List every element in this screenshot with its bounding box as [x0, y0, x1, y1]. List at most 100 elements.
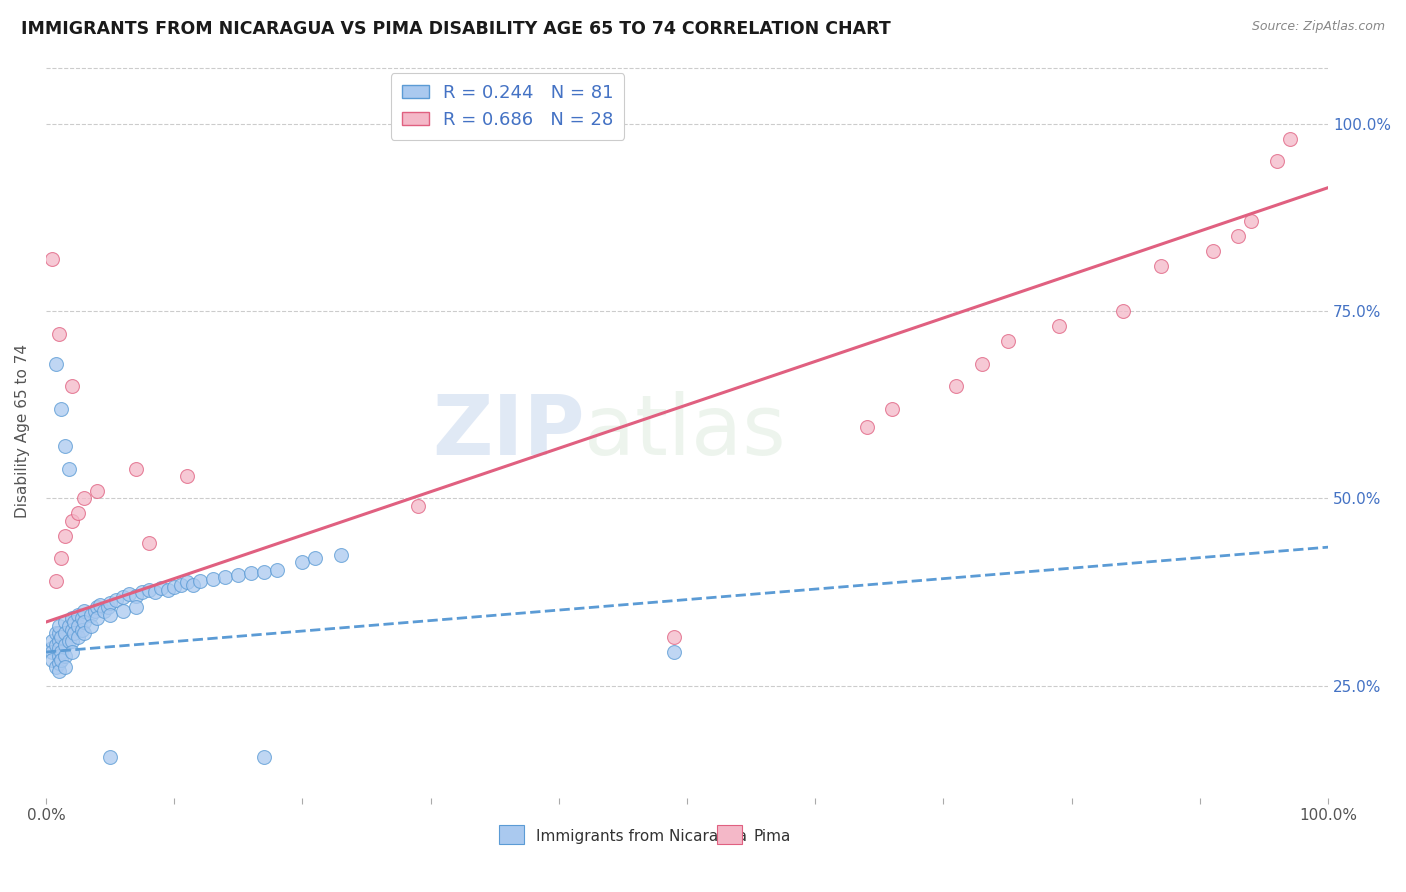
Point [48, 664, 70, 678]
Point [73, 491, 96, 506]
Point [86, 611, 108, 625]
Point [125, 461, 148, 475]
Point [66, 630, 89, 644]
Point [143, 585, 166, 599]
Point [41, 633, 63, 648]
Point [111, 591, 134, 605]
Point [58, 633, 80, 648]
Point [118, 587, 141, 601]
Point [53, 626, 76, 640]
Point [111, 604, 134, 618]
Point [105, 592, 128, 607]
Point [53, 529, 76, 543]
Point [1047, 319, 1070, 334]
Point [45, 660, 67, 674]
Point [125, 589, 148, 603]
Point [60, 611, 83, 625]
Point [51, 652, 73, 666]
Point [63, 626, 86, 640]
Point [664, 630, 686, 644]
Point [58, 461, 80, 475]
Point [60, 514, 83, 528]
Point [1112, 304, 1135, 318]
Point [138, 582, 160, 597]
Point [98, 750, 121, 764]
Point [176, 575, 198, 590]
Point [70, 611, 93, 625]
Point [45, 357, 67, 371]
Point [41, 641, 63, 656]
Point [53, 615, 76, 629]
Point [51, 551, 73, 566]
Point [58, 619, 80, 633]
Point [41, 652, 63, 666]
Point [51, 401, 73, 416]
Point [214, 570, 236, 584]
Text: Immigrants from Nicaragua: Immigrants from Nicaragua [536, 829, 747, 844]
Point [163, 580, 186, 594]
Point [201, 573, 224, 587]
Point [1227, 229, 1250, 244]
Y-axis label: Disability Age 65 to 74: Disability Age 65 to 74 [15, 344, 30, 518]
Point [664, 645, 686, 659]
Point [66, 607, 89, 622]
Point [51, 645, 73, 659]
Point [45, 574, 67, 588]
Point [183, 577, 205, 591]
Point [63, 615, 86, 629]
Point [93, 604, 115, 618]
Point [80, 619, 103, 633]
Point [1265, 154, 1288, 169]
Point [882, 401, 904, 416]
Point [86, 483, 108, 498]
Point [48, 326, 70, 341]
Point [945, 379, 967, 393]
Point [98, 607, 121, 622]
Point [70, 623, 93, 637]
Point [98, 596, 121, 610]
Text: Pima: Pima [754, 829, 792, 844]
Point [329, 548, 352, 562]
Point [997, 334, 1019, 348]
Point [48, 657, 70, 671]
Point [60, 623, 83, 637]
Point [304, 551, 326, 566]
Point [45, 626, 67, 640]
Text: atlas: atlas [585, 391, 786, 472]
Point [1278, 132, 1301, 146]
Point [41, 252, 63, 266]
Point [66, 507, 89, 521]
Point [53, 648, 76, 663]
Point [89, 598, 111, 612]
Point [266, 563, 288, 577]
Point [156, 582, 179, 597]
Point [60, 633, 83, 648]
Point [1240, 214, 1263, 228]
Point [48, 633, 70, 648]
Point [855, 420, 877, 434]
Point [73, 615, 96, 629]
Point [73, 626, 96, 640]
Point [226, 567, 249, 582]
Point [73, 604, 96, 618]
Point [188, 574, 211, 588]
Point [96, 600, 118, 615]
Point [131, 585, 153, 599]
Point [150, 582, 173, 596]
Legend: R = 0.244   N = 81, R = 0.686   N = 28: R = 0.244 N = 81, R = 0.686 N = 28 [391, 73, 624, 140]
Point [125, 600, 148, 615]
Point [138, 536, 160, 550]
Point [406, 499, 429, 513]
Point [53, 638, 76, 652]
Point [291, 555, 314, 569]
Text: IMMIGRANTS FROM NICARAGUA VS PIMA DISABILITY AGE 65 TO 74 CORRELATION CHART: IMMIGRANTS FROM NICARAGUA VS PIMA DISABI… [21, 20, 891, 37]
Point [41, 645, 63, 659]
Point [83, 604, 105, 618]
Point [51, 630, 73, 644]
Point [86, 600, 108, 615]
Point [169, 577, 191, 591]
Point [970, 357, 993, 371]
Text: Source: ZipAtlas.com: Source: ZipAtlas.com [1251, 20, 1385, 33]
Point [48, 641, 70, 656]
Point [253, 750, 276, 764]
